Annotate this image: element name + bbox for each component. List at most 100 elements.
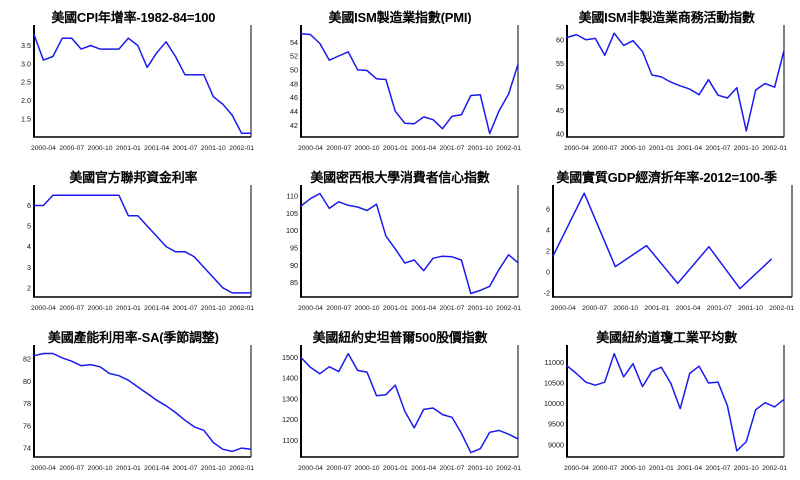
svg-text:2001-01: 2001-01 (645, 305, 670, 312)
svg-text:6: 6 (546, 205, 550, 214)
svg-text:60: 60 (556, 35, 564, 44)
svg-text:1200: 1200 (282, 415, 298, 424)
svg-text:2001-10: 2001-10 (201, 145, 226, 152)
svg-text:2001-07: 2001-07 (439, 145, 464, 152)
svg-text:2000-04: 2000-04 (31, 145, 56, 152)
svg-text:2001-10: 2001-10 (467, 305, 492, 312)
svg-text:2001-04: 2001-04 (677, 465, 702, 472)
svg-text:100: 100 (286, 226, 298, 235)
svg-text:45: 45 (556, 106, 564, 115)
svg-text:2002-01: 2002-01 (762, 465, 787, 472)
svg-text:2001-07: 2001-07 (172, 305, 197, 312)
svg-text:2: 2 (27, 283, 31, 292)
svg-text:54: 54 (290, 38, 298, 47)
svg-text:2000-10: 2000-10 (621, 145, 646, 152)
svg-text:2001-10: 2001-10 (738, 305, 763, 312)
svg-text:2000-04: 2000-04 (564, 465, 589, 472)
svg-text:2001-04: 2001-04 (411, 465, 436, 472)
line-plot: 110 105 100 95 90 85 2000-04 2000-07 2000-10 2001… (286, 185, 521, 312)
svg-text:2.5: 2.5 (21, 78, 31, 87)
svg-text:2001-04: 2001-04 (411, 145, 436, 152)
chart-dow-jones-industrial-average: 美國紐約道瓊工業平均數 11000 10500 10000 9500 9000 2000-… (533, 320, 800, 480)
svg-text:2000-07: 2000-07 (582, 305, 607, 312)
svg-text:2001-04: 2001-04 (676, 305, 701, 312)
svg-text:3: 3 (27, 263, 31, 272)
svg-text:110: 110 (286, 192, 297, 201)
svg-text:46: 46 (290, 93, 298, 102)
chart-title: 美國官方聯邦資金利率 (69, 170, 198, 184)
svg-text:2000-10: 2000-10 (354, 465, 379, 472)
svg-text:2001-07: 2001-07 (172, 465, 197, 472)
svg-text:2000-04: 2000-04 (298, 305, 323, 312)
svg-text:2001-01: 2001-01 (116, 465, 141, 472)
svg-text:2001-07: 2001-07 (706, 145, 731, 152)
svg-text:2002-01: 2002-01 (762, 145, 787, 152)
svg-text:55: 55 (556, 59, 564, 68)
chart-title: 美國紐約史坦普爾500股價指數 (312, 330, 488, 344)
svg-text:2001-04: 2001-04 (144, 465, 169, 472)
svg-text:82: 82 (23, 355, 31, 364)
svg-text:2002-01: 2002-01 (496, 305, 521, 312)
svg-text:2002-01: 2002-01 (229, 305, 254, 312)
svg-text:40: 40 (556, 129, 564, 138)
svg-text:6: 6 (27, 201, 31, 210)
svg-text:2000-04: 2000-04 (298, 465, 323, 472)
svg-text:2002-01: 2002-01 (229, 465, 254, 472)
svg-text:2001-07: 2001-07 (439, 305, 464, 312)
svg-text:2001-10: 2001-10 (467, 465, 492, 472)
svg-text:2: 2 (546, 246, 550, 255)
svg-text:2000-04: 2000-04 (564, 145, 589, 152)
chart-title: 美國密西根大學消費者信心指數 (310, 170, 490, 184)
svg-text:2.0: 2.0 (21, 96, 31, 105)
svg-text:2000-04: 2000-04 (551, 305, 576, 312)
svg-text:2000-07: 2000-07 (326, 305, 351, 312)
svg-text:2001-10: 2001-10 (734, 145, 759, 152)
svg-text:2001-10: 2001-10 (201, 305, 226, 312)
chart-title: 美國產能利用率-SA(季節調整) (47, 330, 219, 344)
line-plot: 54 52 50 48 46 44 42 2000-04 2000-07 2000-10 2001-… (290, 25, 521, 152)
svg-text:2001-07: 2001-07 (439, 465, 464, 472)
svg-text:9000: 9000 (548, 440, 564, 449)
svg-text:2001-01: 2001-01 (383, 465, 408, 472)
svg-text:2001-07: 2001-07 (172, 145, 197, 152)
line-plot: 6 5 4 3 2 2000-04 2000-07 2000-10 2001-01 2001-04… (27, 185, 254, 312)
svg-text:2000-10: 2000-10 (88, 465, 113, 472)
chart-ism-nonmanufacturing-activity: 美國ISM非製造業商務活動指數 60 55 50 45 40 2000-04 2000-07… (533, 0, 800, 160)
svg-text:11000: 11000 (545, 358, 564, 367)
svg-text:2001-04: 2001-04 (677, 145, 702, 152)
svg-text:2001-10: 2001-10 (734, 465, 759, 472)
svg-text:2001-10: 2001-10 (201, 465, 226, 472)
svg-text:105: 105 (286, 209, 298, 218)
chart-capacity-utilization: 美國產能利用率-SA(季節調整) 82 80 78 76 74 2000-04 2000-0… (0, 320, 267, 480)
svg-text:5: 5 (27, 222, 31, 231)
svg-text:2000-10: 2000-10 (621, 465, 646, 472)
svg-text:85: 85 (290, 278, 298, 287)
svg-text:1100: 1100 (282, 436, 297, 445)
svg-text:2000-07: 2000-07 (593, 145, 618, 152)
svg-text:2001-01: 2001-01 (116, 145, 141, 152)
chart-ism-manufacturing-pmi: 美國ISM製造業指數(PMI) 54 52 50 48 46 44 42 2000-04 200… (267, 0, 534, 160)
svg-text:76: 76 (23, 421, 31, 430)
svg-text:2001-01: 2001-01 (649, 465, 674, 472)
svg-text:52: 52 (290, 52, 298, 61)
svg-text:2000-07: 2000-07 (59, 145, 84, 152)
svg-text:2000-07: 2000-07 (59, 465, 84, 472)
svg-text:2002-01: 2002-01 (496, 465, 521, 472)
svg-text:48: 48 (290, 79, 298, 88)
svg-text:4: 4 (27, 242, 31, 251)
svg-text:44: 44 (290, 107, 298, 116)
svg-text:1500: 1500 (282, 353, 298, 362)
svg-text:2000-04: 2000-04 (31, 465, 56, 472)
svg-text:74: 74 (23, 444, 31, 453)
svg-text:3.5: 3.5 (21, 41, 31, 50)
svg-text:9500: 9500 (548, 420, 564, 429)
svg-text:2000-10: 2000-10 (354, 145, 379, 152)
svg-text:-2: -2 (544, 288, 550, 297)
svg-text:1300: 1300 (282, 394, 298, 403)
svg-text:2001-01: 2001-01 (383, 305, 408, 312)
svg-text:2001-07: 2001-07 (707, 305, 732, 312)
